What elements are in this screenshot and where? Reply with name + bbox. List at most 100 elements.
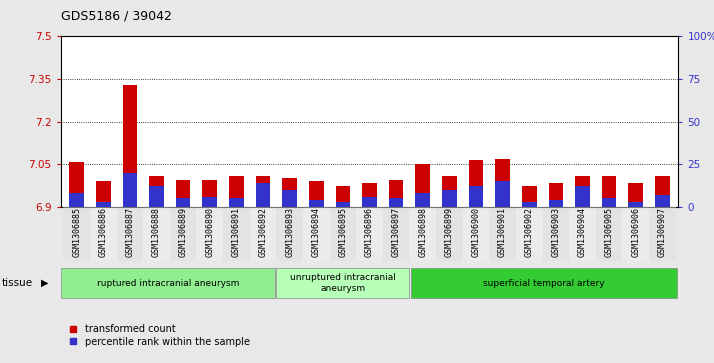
Bar	[229, 198, 243, 207]
Text: GSM1306893: GSM1306893	[285, 207, 294, 257]
Bar	[123, 173, 137, 207]
Bar	[256, 183, 271, 207]
Bar	[170, 207, 196, 261]
Bar	[623, 207, 649, 261]
Text: GSM1306907: GSM1306907	[658, 207, 667, 257]
Bar	[303, 207, 330, 261]
Bar	[96, 182, 111, 207]
Bar	[383, 207, 409, 261]
Bar	[575, 187, 590, 207]
Bar	[628, 183, 643, 207]
Bar	[522, 202, 536, 207]
Bar	[496, 182, 510, 207]
Bar	[276, 207, 303, 261]
Bar	[64, 207, 90, 261]
Bar	[595, 207, 623, 261]
Bar	[602, 176, 616, 207]
Text: GSM1306895: GSM1306895	[338, 207, 348, 257]
Bar	[416, 164, 430, 207]
Bar	[144, 207, 170, 261]
Text: GSM1306889: GSM1306889	[178, 207, 188, 257]
Bar	[69, 162, 84, 207]
Bar	[602, 198, 616, 207]
Text: GSM1306899: GSM1306899	[445, 207, 454, 257]
Bar	[655, 176, 670, 207]
Bar	[203, 180, 217, 207]
Bar	[575, 176, 590, 207]
Bar	[203, 197, 217, 207]
FancyBboxPatch shape	[411, 268, 678, 298]
Bar	[282, 190, 297, 207]
Legend: transformed count, percentile rank within the sample: transformed count, percentile rank withi…	[66, 320, 254, 351]
Bar	[176, 198, 191, 207]
Bar	[468, 187, 483, 207]
Bar	[176, 180, 191, 207]
Bar	[149, 176, 164, 207]
Bar	[522, 185, 536, 207]
Text: ▶: ▶	[41, 278, 49, 288]
Text: GSM1306894: GSM1306894	[312, 207, 321, 257]
Text: GSM1306886: GSM1306886	[99, 207, 108, 257]
Bar	[416, 193, 430, 207]
Bar	[149, 187, 164, 207]
Bar	[569, 207, 595, 261]
Bar	[442, 190, 457, 207]
Bar	[468, 160, 483, 207]
Bar	[389, 198, 403, 207]
Bar	[90, 207, 116, 261]
Bar	[496, 159, 510, 207]
Bar	[123, 85, 137, 207]
Bar	[250, 207, 276, 261]
Text: GSM1306897: GSM1306897	[391, 207, 401, 257]
Text: tissue: tissue	[1, 278, 33, 288]
Text: GSM1306900: GSM1306900	[471, 207, 481, 257]
Bar	[409, 207, 436, 261]
Bar	[309, 200, 323, 207]
Bar	[336, 185, 350, 207]
Text: GSM1306890: GSM1306890	[205, 207, 214, 257]
Text: unruptured intracranial
aneurysm: unruptured intracranial aneurysm	[290, 273, 396, 293]
Bar	[69, 193, 84, 207]
Bar	[336, 202, 350, 207]
Bar	[548, 183, 563, 207]
Text: GSM1306896: GSM1306896	[365, 207, 374, 257]
FancyBboxPatch shape	[61, 268, 275, 298]
Text: GSM1306904: GSM1306904	[578, 207, 587, 257]
Text: GSM1306885: GSM1306885	[72, 207, 81, 257]
Bar	[442, 176, 457, 207]
Bar	[628, 202, 643, 207]
Bar	[116, 207, 144, 261]
FancyBboxPatch shape	[276, 268, 409, 298]
Bar	[229, 176, 243, 207]
Bar	[256, 176, 271, 207]
Text: GSM1306906: GSM1306906	[631, 207, 640, 257]
Text: ruptured intracranial aneurysm: ruptured intracranial aneurysm	[97, 279, 239, 287]
Bar	[516, 207, 543, 261]
Bar	[96, 202, 111, 207]
Text: GSM1306905: GSM1306905	[605, 207, 613, 257]
Bar	[223, 207, 250, 261]
Text: GSM1306903: GSM1306903	[551, 207, 560, 257]
Text: superficial temporal artery: superficial temporal artery	[483, 279, 605, 287]
Text: GSM1306891: GSM1306891	[232, 207, 241, 257]
Bar	[489, 207, 516, 261]
Bar	[362, 183, 377, 207]
Bar	[309, 182, 323, 207]
Text: GSM1306901: GSM1306901	[498, 207, 507, 257]
Text: GSM1306888: GSM1306888	[152, 207, 161, 257]
Text: GSM1306902: GSM1306902	[525, 207, 534, 257]
Text: GDS5186 / 39042: GDS5186 / 39042	[61, 9, 171, 22]
Bar	[436, 207, 463, 261]
Bar	[282, 179, 297, 207]
Bar	[196, 207, 223, 261]
Bar	[655, 195, 670, 207]
Bar	[362, 197, 377, 207]
Bar	[543, 207, 569, 261]
Text: GSM1306887: GSM1306887	[126, 207, 134, 257]
Text: GSM1306892: GSM1306892	[258, 207, 268, 257]
Bar	[330, 207, 356, 261]
Bar	[389, 180, 403, 207]
Bar	[548, 200, 563, 207]
Bar	[356, 207, 383, 261]
Bar	[463, 207, 489, 261]
